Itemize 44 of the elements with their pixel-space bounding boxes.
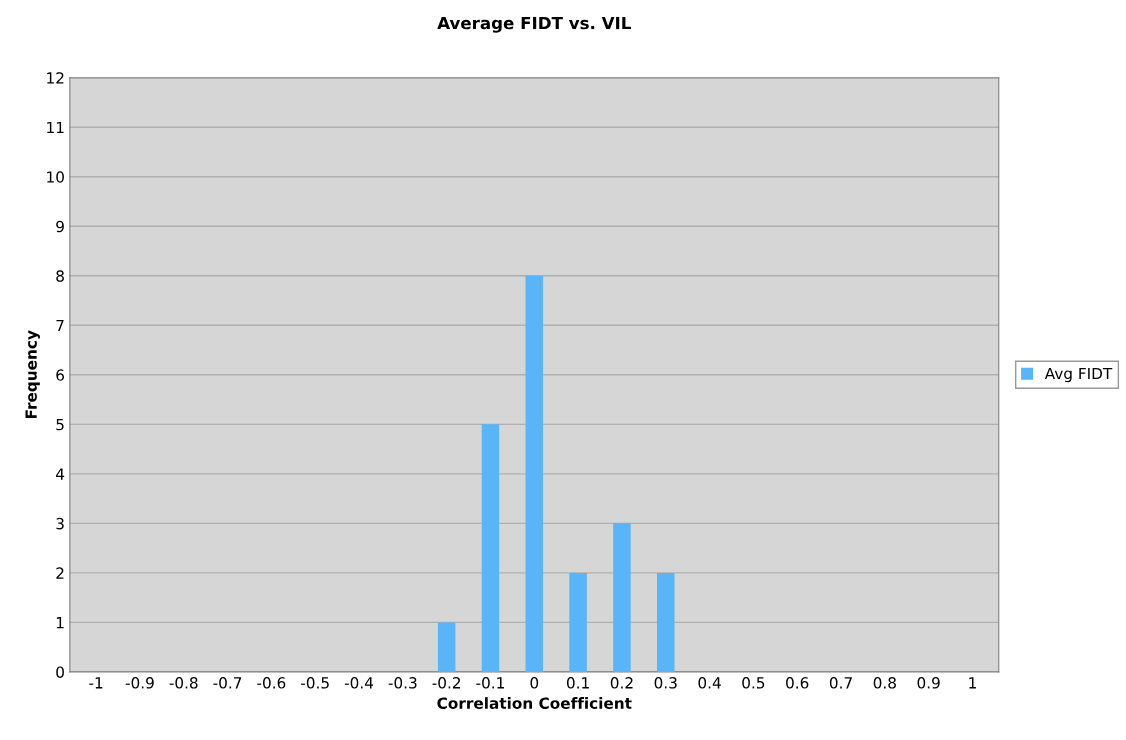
bar (525, 275, 544, 672)
y-tick-label: 2 (56, 567, 64, 579)
bar (656, 572, 675, 672)
x-tick-label: 0.1 (566, 677, 589, 689)
x-tick-label: -0.7 (213, 677, 242, 689)
x-tick-label: -0.2 (432, 677, 461, 689)
x-tick-label: -1 (89, 677, 103, 689)
x-tick-label: -0.5 (301, 677, 329, 689)
x-tick-label: 0 (530, 677, 539, 689)
x-tick-label: -0.3 (388, 677, 417, 689)
y-tick-label: 9 (56, 220, 64, 233)
x-tick-label: -0.8 (169, 677, 198, 689)
bar (481, 424, 500, 672)
y-axis-title: Frequency (25, 330, 40, 419)
x-tick-label: 0.6 (786, 677, 809, 689)
x-tick-label: 0.5 (742, 677, 765, 689)
chart-title: Average FIDT vs. VIL (437, 16, 631, 33)
y-tick-label: 7 (56, 319, 64, 332)
x-tick-label: 0.7 (829, 677, 852, 689)
x-tick-label: -0.9 (125, 677, 154, 689)
bar (569, 572, 587, 672)
x-tick-label: 0.3 (654, 677, 677, 689)
y-tick-label: 10 (47, 171, 64, 183)
y-tick-label: 1 (56, 617, 64, 629)
x-tick-label: -0.1 (476, 677, 504, 689)
bar (613, 523, 631, 672)
x-tick-label: -0.6 (257, 677, 286, 689)
x-tick-label: -0.4 (344, 677, 374, 689)
x-axis-title: Correlation Coefficient (437, 697, 632, 709)
y-tick-label: 8 (56, 270, 64, 282)
x-tick-label: 0.2 (610, 677, 633, 689)
x-tick-label: 0.9 (917, 677, 940, 689)
y-tick-label: 3 (56, 517, 64, 530)
y-tick-label: 6 (56, 369, 64, 381)
y-tick-label: 0 (56, 666, 64, 678)
y-tick-label: 11 (47, 121, 64, 134)
y-tick-label: 5 (56, 418, 64, 431)
x-tick-label: 1 (969, 677, 976, 689)
bar (437, 622, 456, 672)
x-tick-label: 0.8 (873, 677, 896, 689)
y-tick-label: 4 (55, 468, 65, 480)
y-tick-label: 12 (47, 72, 64, 84)
x-tick-label: 0.4 (698, 677, 721, 689)
legend-label: Avg FIDT (1044, 367, 1113, 383)
